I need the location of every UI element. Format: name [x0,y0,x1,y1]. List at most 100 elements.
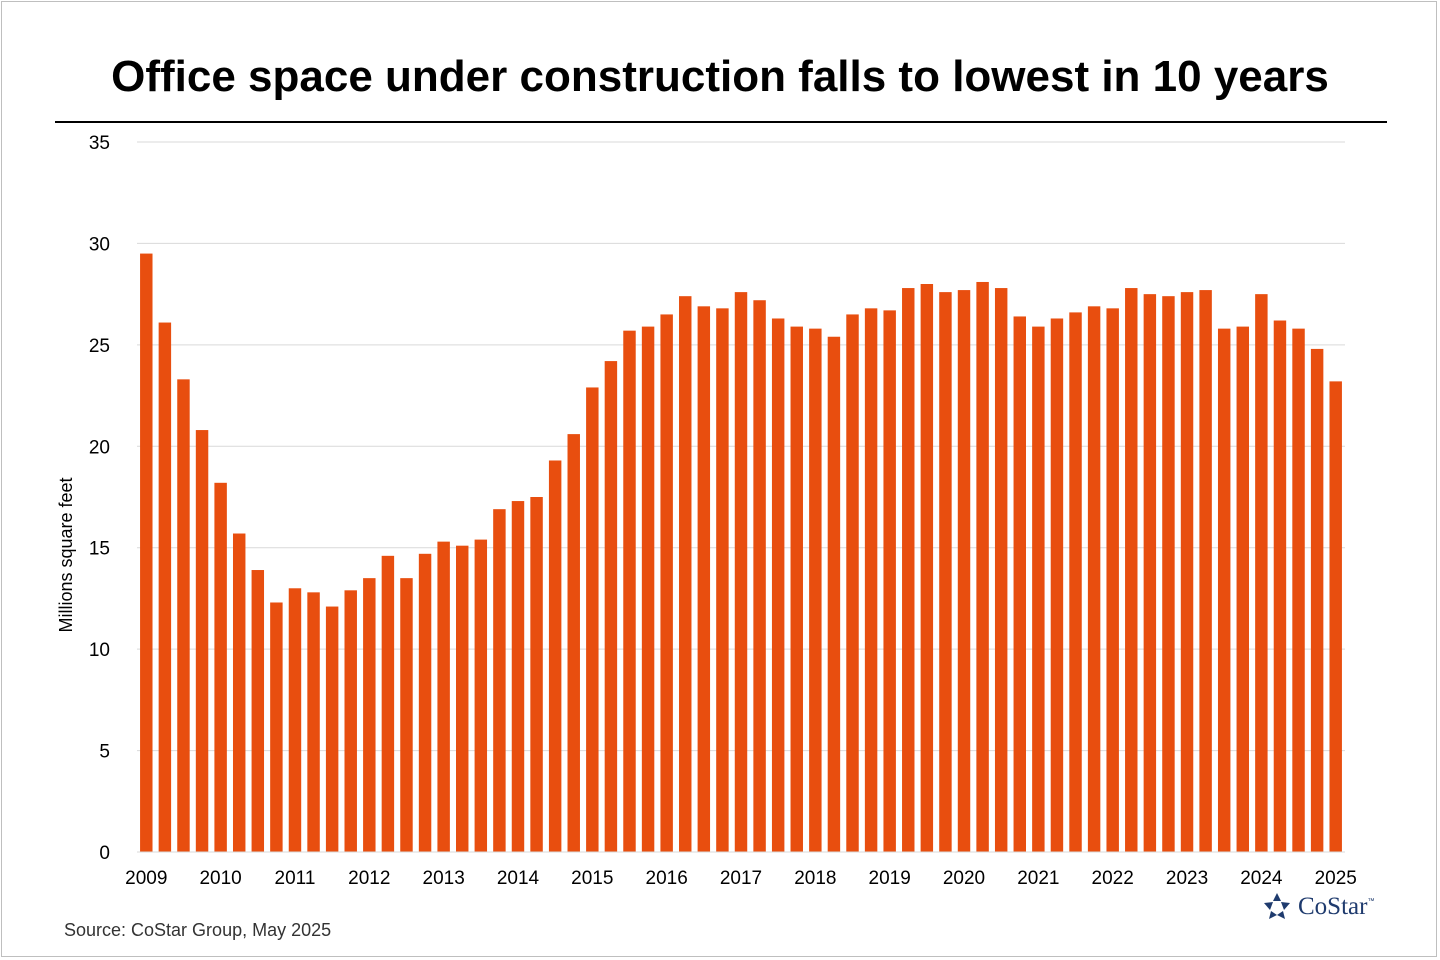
x-tick-label: 2023 [1166,868,1208,889]
bar [474,539,488,852]
bar [1125,288,1138,852]
bar [511,501,525,852]
bar [1069,312,1082,852]
bar [883,310,896,852]
x-tick-label: 2021 [1017,868,1059,889]
bar [976,281,989,852]
bar [232,533,246,852]
bars [137,253,1345,853]
bar [1180,292,1194,853]
bar [1329,381,1342,852]
bar [418,553,432,852]
bar [827,336,841,852]
x-tick-label: 2013 [423,868,465,889]
bar [1217,328,1231,853]
bar [1273,320,1287,852]
costar-star-icon [1264,893,1290,919]
y-tick-label: 25 [89,336,110,357]
y-axis-label: Millions square feet [56,477,76,632]
bar [586,387,599,852]
bar [307,592,320,852]
y-tick-label: 15 [89,539,110,560]
bar [1199,290,1212,853]
bar [567,434,580,852]
x-tick-label: 2017 [720,868,762,889]
bar [604,361,618,852]
bar [548,460,562,852]
bar [809,328,822,853]
costar-logo: CoStar ™ [1260,892,1374,922]
x-tick-label: 2019 [869,868,911,889]
bar [920,284,934,852]
bar [641,326,655,853]
bar [716,308,729,852]
bar [214,482,227,852]
x-tick-label: 2009 [125,868,167,889]
bar [363,578,376,852]
bar [994,288,1008,852]
x-axis-ticks: 2009 2010 2011 2012 2013 2014 2015 2016 2017 2018… [125,868,1357,889]
bar [288,588,302,852]
x-tick-label: 2020 [943,868,985,889]
bar [344,590,357,852]
logo-trademark: ™ [1367,898,1375,905]
bar [771,318,785,852]
y-tick-label: 5 [99,742,110,763]
bar [381,555,395,852]
logo-wordmark: CoStar [1298,893,1368,920]
source-note: Source: CoStar Group, May 2025 [64,920,332,940]
x-tick-label: 2014 [497,868,540,889]
x-tick-label: 2025 [1315,868,1357,889]
y-tick-label: 10 [89,640,110,661]
bar [846,314,859,852]
x-tick-label: 2015 [571,868,613,889]
bar [493,509,506,852]
bar [530,497,543,852]
x-tick-label: 2016 [646,868,688,889]
bar [251,570,265,852]
y-tick-label: 35 [89,133,110,154]
chart-title: Office space under construction falls to… [111,52,1329,101]
bar [697,306,711,852]
bar [1292,328,1305,853]
bar [140,253,153,853]
y-tick-label: 30 [89,234,110,255]
bar [1013,316,1026,852]
bar [1050,318,1064,852]
bar [790,326,803,853]
bar [734,292,748,853]
x-tick-label: 2022 [1092,868,1134,889]
bar [195,430,209,852]
bar [1087,306,1101,852]
x-tick-label: 2024 [1240,868,1283,889]
x-tick-label: 2011 [275,868,316,889]
y-axis-ticks: 0 5 10 15 20 25 30 35 [89,133,110,864]
bar [1310,348,1324,852]
bar [177,379,190,852]
title-divider [55,121,1387,123]
bar [679,296,692,853]
bar [939,292,952,853]
bar [623,330,636,853]
bar [957,290,971,853]
bar [1032,326,1045,853]
bar [902,288,915,852]
bar [660,314,673,852]
x-tick-label: 2018 [794,868,836,889]
y-tick-label: 20 [89,437,110,458]
bar [1255,294,1268,853]
bar [456,545,469,852]
bar [400,578,413,852]
bar [437,541,450,852]
bar [325,606,339,852]
x-tick-label: 2012 [348,868,390,889]
bar [270,602,283,852]
bar [753,300,766,852]
bar [1236,326,1250,853]
bar [1106,308,1119,852]
bar [1143,294,1157,853]
x-tick-label: 2010 [199,868,241,889]
bar [1162,296,1175,853]
